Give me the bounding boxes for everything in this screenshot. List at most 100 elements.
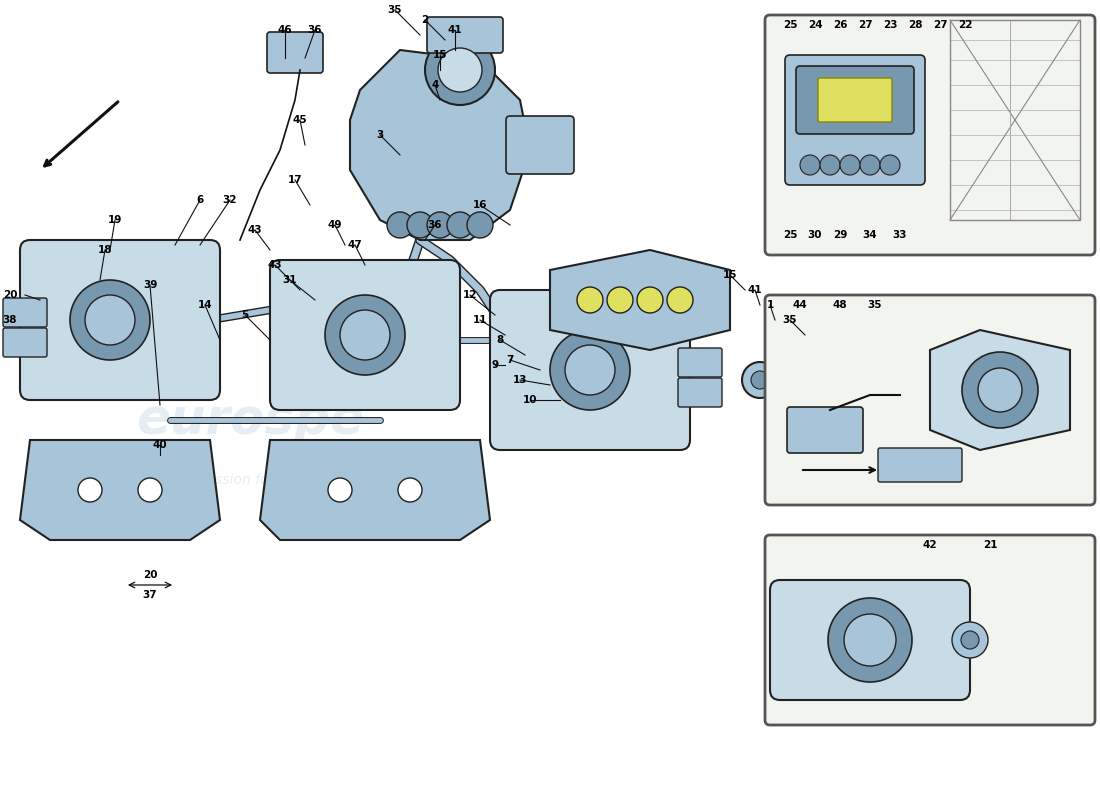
Text: 14: 14 <box>198 300 212 310</box>
Text: 22: 22 <box>958 20 972 30</box>
FancyBboxPatch shape <box>3 328 47 357</box>
Circle shape <box>801 371 820 389</box>
Circle shape <box>820 155 840 175</box>
Text: 36: 36 <box>428 220 442 230</box>
FancyBboxPatch shape <box>427 17 503 53</box>
Text: 34: 34 <box>862 230 878 240</box>
FancyBboxPatch shape <box>678 348 722 377</box>
Circle shape <box>607 287 632 313</box>
Text: 1: 1 <box>767 300 773 310</box>
Polygon shape <box>930 330 1070 450</box>
Text: eurospe: eurospe <box>136 396 364 444</box>
Circle shape <box>550 330 630 410</box>
Text: 35: 35 <box>783 315 798 325</box>
Text: 35: 35 <box>387 5 403 15</box>
Text: 10: 10 <box>522 395 537 405</box>
Circle shape <box>427 212 453 238</box>
FancyBboxPatch shape <box>267 32 323 73</box>
Circle shape <box>952 622 988 658</box>
Text: 18: 18 <box>98 245 112 255</box>
Circle shape <box>138 478 162 502</box>
Text: 47: 47 <box>348 240 362 250</box>
Circle shape <box>844 614 896 666</box>
Text: 38: 38 <box>2 315 18 325</box>
Circle shape <box>800 155 820 175</box>
Text: 42: 42 <box>923 540 937 550</box>
Text: 23: 23 <box>882 20 898 30</box>
Text: 9: 9 <box>492 360 498 370</box>
Circle shape <box>637 287 663 313</box>
Text: 17: 17 <box>288 175 302 185</box>
Circle shape <box>398 478 422 502</box>
Text: 26: 26 <box>833 20 847 30</box>
FancyBboxPatch shape <box>490 290 690 450</box>
Polygon shape <box>20 440 220 540</box>
Circle shape <box>776 371 794 389</box>
Circle shape <box>565 345 615 395</box>
Text: 41: 41 <box>448 25 462 35</box>
Text: 12: 12 <box>463 290 477 300</box>
Text: 37: 37 <box>143 590 157 600</box>
Text: 29: 29 <box>833 230 847 240</box>
Text: 5: 5 <box>241 310 249 320</box>
Text: 25: 25 <box>783 230 798 240</box>
Circle shape <box>578 287 603 313</box>
Text: 48: 48 <box>833 300 847 310</box>
FancyBboxPatch shape <box>796 66 914 134</box>
Circle shape <box>880 155 900 175</box>
Circle shape <box>438 48 482 92</box>
Circle shape <box>447 212 473 238</box>
Text: 15: 15 <box>723 270 737 280</box>
Circle shape <box>962 352 1038 428</box>
Text: 8: 8 <box>496 335 504 345</box>
Text: 16: 16 <box>473 200 487 210</box>
Circle shape <box>860 155 880 175</box>
Text: 20: 20 <box>2 290 18 300</box>
FancyBboxPatch shape <box>878 448 962 482</box>
Circle shape <box>792 362 828 398</box>
Text: 46: 46 <box>277 25 293 35</box>
Text: 27: 27 <box>858 20 872 30</box>
Circle shape <box>840 155 860 175</box>
Text: 7: 7 <box>506 355 514 365</box>
Text: 4: 4 <box>431 80 439 90</box>
Circle shape <box>742 362 778 398</box>
Circle shape <box>667 287 693 313</box>
Text: 24: 24 <box>807 20 823 30</box>
Text: 19: 19 <box>108 215 122 225</box>
Circle shape <box>328 478 352 502</box>
Circle shape <box>387 212 412 238</box>
Text: 45: 45 <box>293 115 307 125</box>
Text: 20: 20 <box>143 570 157 580</box>
Text: 3: 3 <box>376 130 384 140</box>
Circle shape <box>978 368 1022 412</box>
Text: 44: 44 <box>793 300 807 310</box>
FancyBboxPatch shape <box>678 378 722 407</box>
FancyBboxPatch shape <box>506 116 574 174</box>
FancyBboxPatch shape <box>818 78 892 122</box>
FancyBboxPatch shape <box>785 55 925 185</box>
FancyBboxPatch shape <box>764 295 1094 505</box>
Circle shape <box>78 478 102 502</box>
Polygon shape <box>260 440 490 540</box>
Circle shape <box>961 631 979 649</box>
FancyBboxPatch shape <box>3 298 47 327</box>
Text: 40: 40 <box>153 440 167 450</box>
Circle shape <box>407 212 433 238</box>
FancyBboxPatch shape <box>764 15 1094 255</box>
Text: 6: 6 <box>197 195 204 205</box>
Text: 27: 27 <box>933 20 947 30</box>
FancyBboxPatch shape <box>270 260 460 410</box>
Circle shape <box>468 212 493 238</box>
Circle shape <box>340 310 390 360</box>
FancyBboxPatch shape <box>770 580 970 700</box>
FancyBboxPatch shape <box>786 407 864 453</box>
Text: 30: 30 <box>807 230 823 240</box>
Text: 43: 43 <box>248 225 262 235</box>
Text: 39: 39 <box>143 280 157 290</box>
Text: 35: 35 <box>868 300 882 310</box>
Text: 21: 21 <box>982 540 998 550</box>
Text: 49: 49 <box>328 220 342 230</box>
FancyBboxPatch shape <box>764 535 1094 725</box>
Circle shape <box>324 295 405 375</box>
